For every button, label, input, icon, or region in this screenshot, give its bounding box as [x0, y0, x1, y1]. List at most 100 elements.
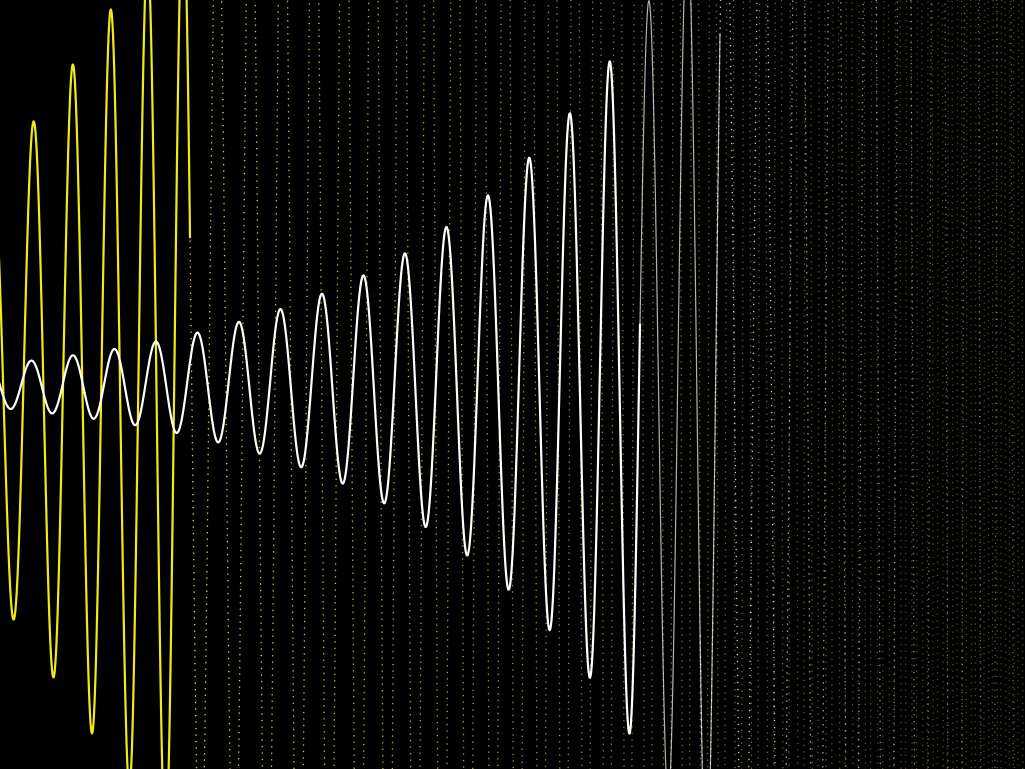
- trace-sample-dot: [547, 70, 549, 72]
- trace-sample-dot: [240, 549, 242, 552]
- trace-sample-dot: [610, 743, 613, 745]
- trace-sample-dot: [661, 412, 664, 414]
- trace-sample-dot: [260, 635, 262, 637]
- trace-sample-dot: [642, 284, 644, 286]
- trace-sample-dot: [303, 698, 305, 701]
- trace-sample-dot: [487, 543, 489, 545]
- trace-sample-dot: [257, 316, 259, 319]
- trace-sample-dot: [447, 457, 450, 459]
- trace-sample-dot: [611, 509, 613, 511]
- trace-sample-dot: [364, 490, 367, 492]
- trace-sample-dot: [377, 20, 379, 22]
- trace-sample-dot: [679, 29, 682, 32]
- trace-sample-dot: [366, 204, 368, 206]
- trace-sample-dot: [288, 169, 290, 171]
- trace-sample-dot: [653, 16, 655, 18]
- trace-sample-dot: [579, 179, 581, 181]
- trace-sample-dot: [176, 184, 178, 187]
- trace-sample-dot: [523, 371, 525, 373]
- trace-sample-dot: [600, 230, 603, 232]
- trace-sample-dot: [590, 437, 592, 439]
- trace-sample-dot: [436, 760, 439, 763]
- trace-sample-dot: [591, 53, 594, 55]
- trace-sample-dot: [558, 565, 560, 568]
- trace-sample-dot: [499, 348, 501, 351]
- trace-sample-dot: [338, 49, 340, 52]
- trace-sample-dot: [690, 191, 692, 193]
- trace-sample-dot: [641, 4, 643, 7]
- trace-sample-dot: [275, 258, 277, 260]
- trace-sample-dot: [320, 289, 322, 291]
- trace-sample-dot: [661, 146, 663, 148]
- trace-sample-dot: [366, 262, 368, 265]
- trace-sample-dot: [612, 334, 614, 336]
- trace-sample-dot: [600, 106, 602, 108]
- trace-sample-dot: [338, 108, 340, 110]
- trace-sample-dot: [256, 141, 258, 143]
- trace-sample-dot: [651, 575, 653, 577]
- trace-sample-dot: [486, 368, 488, 370]
- trace-sample-dot: [304, 568, 306, 571]
- trace-sample-dot: [258, 472, 261, 475]
- trace-sample-dot: [631, 739, 633, 741]
- trace-sample-dot: [323, 737, 325, 739]
- trace-sample-dot: [486, 342, 488, 344]
- trace-sample-dot: [306, 243, 309, 246]
- trace-sample-dot: [652, 256, 654, 258]
- trace-sample-dot: [422, 284, 424, 286]
- trace-sample-dot: [535, 615, 537, 617]
- trace-sample-dot: [547, 11, 550, 14]
- trace-sample-dot: [568, 480, 570, 483]
- trace-sample-dot: [238, 718, 240, 721]
- trace-sample-dot: [276, 161, 278, 163]
- trace-sample-dot: [239, 614, 241, 617]
- trace-sample-dot: [671, 311, 673, 313]
- trace-sample-dot: [460, 317, 463, 320]
- trace-sample-dot: [222, 163, 225, 166]
- trace-sample-dot: [689, 386, 692, 388]
- trace-sample-dot: [498, 589, 500, 591]
- trace-sample-dot: [193, 610, 195, 613]
- trace-sample-dot: [462, 584, 464, 586]
- trace-sample-dot: [406, 213, 409, 215]
- trace-sample-dot: [364, 594, 366, 596]
- trace-sample-dot: [556, 143, 559, 145]
- trace-sample-dot: [485, 101, 487, 103]
- trace-sample-dot: [241, 445, 243, 448]
- trace-sample-dot: [409, 648, 411, 651]
- trace-sample-dot: [589, 690, 592, 692]
- trace-sample-dot: [227, 631, 230, 634]
- trace-sample-dot: [611, 457, 613, 459]
- trace-sample-dot: [338, 56, 340, 58]
- trace-sample-dot: [499, 296, 501, 299]
- trace-sample-dot: [591, 235, 593, 237]
- trace-sample-dot: [498, 361, 501, 364]
- trace-sample-dot: [681, 621, 683, 623]
- trace-sample-dot: [205, 629, 207, 631]
- trace-sample-dot: [338, 62, 340, 65]
- trace-sample-dot: [379, 319, 381, 321]
- trace-sample-dot: [485, 147, 487, 149]
- trace-sample-dot: [433, 136, 435, 139]
- trace-sample-dot: [238, 699, 241, 701]
- trace-sample-dot: [499, 134, 502, 136]
- trace-sample-dot: [472, 767, 474, 769]
- trace-sample-dot: [499, 186, 501, 188]
- trace-sample-dot: [610, 691, 613, 693]
- trace-sample-dot: [558, 526, 560, 529]
- trace-sample-dot: [258, 388, 260, 390]
- trace-sample-dot: [305, 373, 308, 376]
- trace-sample-dot: [205, 597, 208, 599]
- trace-sample-dot: [260, 667, 263, 670]
- trace-sample-dot: [641, 108, 643, 111]
- trace-sample-dot: [224, 345, 227, 348]
- trace-sample-dot: [276, 135, 278, 137]
- trace-sample-dot: [287, 98, 290, 100]
- trace-sample-dot: [672, 31, 674, 34]
- trace-sample-dot: [569, 220, 571, 223]
- trace-sample-dot: [336, 270, 339, 273]
- trace-sample-dot: [366, 243, 368, 245]
- trace-sample-dot: [631, 557, 634, 559]
- trace-sample-dot: [257, 251, 259, 254]
- trace-sample-dot: [307, 120, 310, 122]
